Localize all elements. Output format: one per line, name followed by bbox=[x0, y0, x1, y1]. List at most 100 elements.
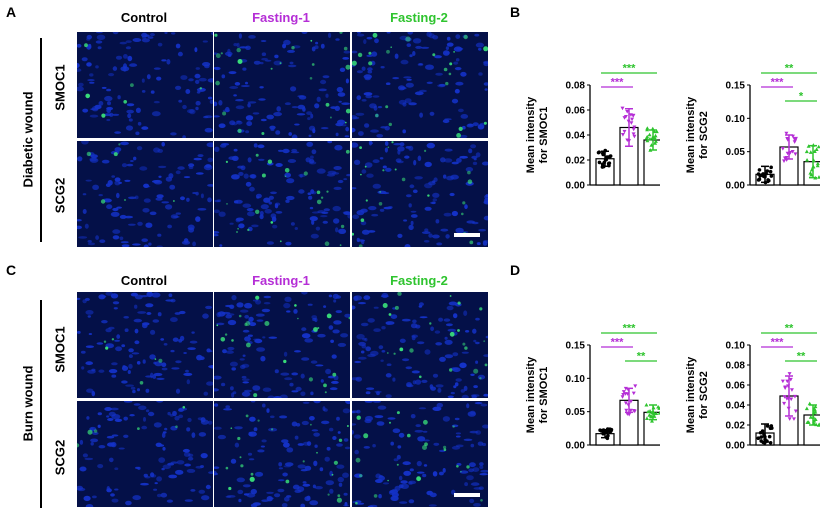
data-point bbox=[789, 388, 794, 392]
significance-stars: *** bbox=[771, 77, 785, 89]
data-point bbox=[625, 412, 630, 416]
row-label-scg2: SCG2 bbox=[52, 439, 68, 476]
significance-stars: *** bbox=[611, 337, 625, 349]
data-point bbox=[816, 144, 820, 149]
micrograph-tile bbox=[77, 32, 213, 138]
data-point bbox=[816, 175, 820, 179]
column-header-control: Control bbox=[120, 273, 168, 288]
data-point bbox=[622, 116, 627, 120]
scale-bar bbox=[454, 233, 480, 237]
micrograph-tile bbox=[352, 292, 488, 398]
data-point bbox=[789, 397, 794, 402]
bar-chart-scg2-burn: Mean intensity for SCG2 0.00 0.02 0.04 0.06 0.… bbox=[685, 323, 820, 452]
data-point bbox=[605, 155, 609, 159]
data-point bbox=[629, 121, 634, 125]
bar-chart-smoc1-burn: Mean intensity for SMOC1 0.00 0.05 0.10 0.15 *… bbox=[525, 323, 660, 452]
data-point bbox=[644, 416, 649, 420]
data-point bbox=[632, 409, 637, 414]
y-tick-label: 0.15 bbox=[566, 341, 586, 352]
group-bracket-line bbox=[40, 38, 42, 242]
data-point bbox=[632, 125, 637, 130]
row-label-smoc1: SMOC1 bbox=[52, 64, 68, 111]
bar-chart-scg2-diabetic: Mean intensity for SCG20.000.050.100.15**… bbox=[685, 63, 820, 192]
data-point bbox=[647, 132, 652, 137]
column-header-fasting-2: Fasting-2 bbox=[390, 273, 448, 288]
y-tick-label: 0.00 bbox=[566, 441, 586, 452]
data-point bbox=[782, 395, 787, 399]
data-point bbox=[782, 401, 787, 406]
data-point bbox=[768, 426, 773, 431]
micrograph-tile bbox=[77, 401, 213, 507]
row-label-smoc1: SMOC1 bbox=[52, 326, 68, 373]
scale-bar bbox=[454, 493, 480, 497]
y-tick-label: 0.02 bbox=[726, 421, 746, 432]
y-tick-label: 0.00 bbox=[726, 181, 746, 192]
data-point bbox=[620, 395, 625, 399]
data-point bbox=[793, 152, 798, 157]
y-axis-label: for SCG2 bbox=[698, 371, 710, 419]
data-point bbox=[632, 134, 637, 139]
significance-stars: ** bbox=[785, 323, 794, 335]
data-point bbox=[620, 133, 625, 137]
data-point bbox=[813, 417, 818, 422]
y-tick-label: 0.00 bbox=[726, 441, 746, 452]
data-point bbox=[645, 134, 650, 139]
y-tick-label: 0.05 bbox=[726, 147, 746, 158]
micrograph-tile bbox=[214, 292, 350, 398]
data-point bbox=[769, 165, 773, 170]
y-tick-label: 0.04 bbox=[566, 131, 586, 142]
data-point bbox=[625, 109, 630, 114]
y-tick-label: 0.15 bbox=[726, 81, 746, 92]
y-axis-label: Mean intensity bbox=[685, 96, 697, 173]
micrograph-tile bbox=[214, 401, 350, 507]
data-point bbox=[624, 408, 629, 413]
panel-letter-a: A bbox=[6, 4, 17, 20]
data-point bbox=[630, 117, 635, 122]
data-point bbox=[621, 392, 626, 397]
data-point bbox=[631, 132, 636, 136]
significance-stars: ** bbox=[637, 351, 646, 363]
data-point bbox=[782, 159, 787, 163]
data-point bbox=[650, 419, 655, 423]
y-tick-label: 0.02 bbox=[566, 156, 586, 167]
data-point bbox=[767, 434, 772, 439]
bar-chart-smoc1-diabetic: Mean intensity for SMOC1 0.00 0.02 0.04 0.06 0… bbox=[525, 63, 660, 192]
data-point bbox=[653, 141, 658, 145]
micrograph-tile bbox=[77, 141, 213, 247]
data-point bbox=[628, 408, 633, 413]
row-label-scg2: SCG2 bbox=[52, 177, 68, 214]
significance-stars: * bbox=[799, 91, 804, 103]
data-point bbox=[758, 430, 763, 435]
data-point bbox=[656, 404, 660, 409]
bar-fasting-2 bbox=[803, 414, 820, 446]
data-point bbox=[806, 144, 811, 148]
data-point bbox=[647, 136, 652, 141]
significance-stars: ** bbox=[797, 351, 806, 363]
data-point bbox=[756, 178, 761, 182]
data-point bbox=[791, 417, 796, 421]
data-point bbox=[804, 149, 809, 154]
data-point bbox=[631, 127, 636, 132]
data-point bbox=[654, 411, 659, 416]
data-point bbox=[793, 136, 798, 141]
bar-fasting-2 bbox=[643, 139, 660, 186]
y-tick-label: 0.04 bbox=[726, 401, 746, 412]
column-header-fasting-1: Fasting-1 bbox=[252, 10, 310, 25]
data-point bbox=[757, 168, 762, 172]
significance-stars: *** bbox=[623, 63, 637, 75]
panel-letter-c: C bbox=[6, 262, 17, 278]
micrograph-tile bbox=[214, 32, 350, 138]
micrograph-tile bbox=[352, 401, 488, 507]
data-point bbox=[804, 406, 809, 411]
data-point bbox=[790, 149, 795, 154]
data-point bbox=[765, 424, 770, 428]
data-point bbox=[756, 436, 761, 440]
data-point bbox=[620, 106, 625, 111]
micrograph-tile bbox=[352, 141, 488, 247]
data-point bbox=[601, 431, 605, 436]
data-point bbox=[623, 392, 628, 396]
significance-stars: *** bbox=[771, 337, 785, 349]
y-tick-label: 0.10 bbox=[726, 341, 746, 352]
data-point bbox=[759, 435, 764, 439]
data-point bbox=[793, 409, 798, 414]
